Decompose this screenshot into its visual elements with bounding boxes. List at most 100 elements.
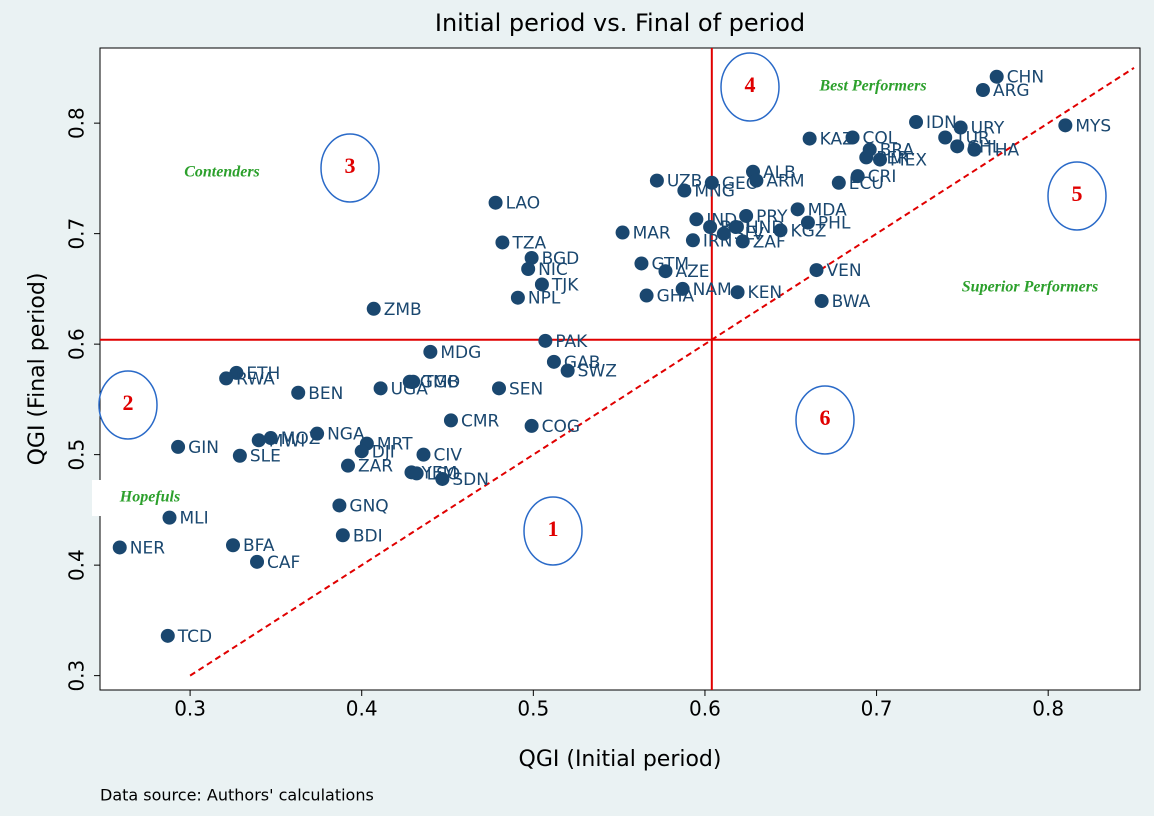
point (615, 225, 630, 240)
point (524, 418, 539, 433)
x-tick-label: 0.7 (861, 697, 893, 721)
point-label: ALB (763, 163, 796, 183)
point (409, 466, 424, 481)
point (160, 628, 175, 643)
point-label: CHN (1007, 68, 1044, 88)
point-label: PRY (756, 207, 788, 227)
point (402, 374, 417, 389)
point (524, 250, 539, 265)
point (728, 220, 743, 235)
point-label: VEN (827, 261, 862, 281)
point-label: MWI (269, 431, 306, 451)
annotation: Hopefuls (119, 489, 180, 506)
point-label: NGA (327, 425, 365, 445)
annotation: 6 (820, 405, 831, 430)
annotation: 3 (345, 153, 356, 178)
point (340, 458, 355, 473)
point-label: ZMB (384, 300, 422, 320)
point (495, 235, 510, 250)
point-label: MNG (694, 182, 735, 202)
point (850, 169, 865, 184)
point (232, 448, 247, 463)
point-label: TUR (954, 129, 990, 149)
annotation: 5 (1072, 181, 1083, 206)
point-label: NER (130, 538, 165, 558)
point (521, 261, 536, 276)
point-label: ETH (246, 364, 280, 384)
point-label: SLE (250, 447, 281, 467)
point (909, 115, 924, 130)
annotation: Contenders (184, 164, 260, 181)
point-label: GMB (420, 373, 460, 393)
point-label: BDI (353, 526, 383, 546)
point (310, 426, 325, 441)
point-label: CHL (967, 137, 1002, 157)
point-label: BRA (880, 141, 915, 161)
point (354, 444, 369, 459)
point-label: NAM (693, 280, 732, 300)
point-label: BEN (308, 384, 343, 404)
point (735, 234, 750, 249)
point (1058, 118, 1073, 133)
point (703, 220, 718, 235)
point-label: THA (983, 141, 1019, 161)
point (492, 381, 507, 396)
point (685, 233, 700, 248)
point (416, 447, 431, 462)
x-tick-label: 0.4 (346, 697, 378, 721)
point (953, 120, 968, 135)
point (229, 365, 244, 380)
point-label: LSO (427, 464, 461, 484)
point (862, 142, 877, 157)
point-label: UZB (667, 172, 702, 192)
note: Data source: Authors' calculations (100, 786, 374, 805)
point (291, 385, 306, 400)
point (831, 175, 846, 190)
point (649, 173, 664, 188)
point (975, 82, 990, 97)
point-label: MEX (890, 151, 927, 171)
point (677, 183, 692, 198)
point-label: PER (876, 148, 909, 168)
point (675, 281, 690, 296)
point-label: ZAR (358, 457, 393, 477)
point-label: GNQ (349, 496, 388, 516)
point-label: GIN (188, 438, 219, 458)
point-label: PAK (555, 332, 588, 352)
point-label: CAF (267, 553, 300, 573)
y-tick-label: 0.7 (65, 218, 89, 250)
point (704, 175, 719, 190)
point (366, 301, 381, 316)
point (112, 540, 127, 555)
point (162, 510, 177, 525)
point-label: BWA (832, 292, 871, 312)
point (773, 223, 788, 238)
x-tick-label: 0.3 (174, 697, 206, 721)
point (800, 215, 815, 230)
point (739, 208, 754, 223)
point (845, 130, 860, 145)
annotation-circle (320, 133, 380, 203)
x-tick-label: 0.6 (689, 697, 721, 721)
annotation: 4 (745, 72, 756, 97)
y-tick-label: 0.6 (65, 328, 89, 360)
point (538, 333, 553, 348)
point (546, 354, 561, 369)
x-tick-label: 0.5 (517, 697, 549, 721)
point-label: RWA (236, 369, 275, 389)
point (790, 202, 805, 217)
point-label: SEN (509, 379, 543, 399)
point-label: BFA (243, 536, 275, 556)
point-label: MRT (377, 435, 413, 455)
point-label: TGO (422, 373, 460, 393)
point (226, 538, 241, 553)
point (809, 263, 824, 278)
point-label: MAR (633, 224, 671, 244)
x-tick-label: 0.8 (1032, 697, 1064, 721)
point-label: KEN (748, 283, 783, 303)
annotation-circle (1047, 161, 1107, 231)
point (332, 498, 347, 513)
point-label: COG (542, 417, 580, 437)
point-label: MDG (440, 343, 481, 363)
